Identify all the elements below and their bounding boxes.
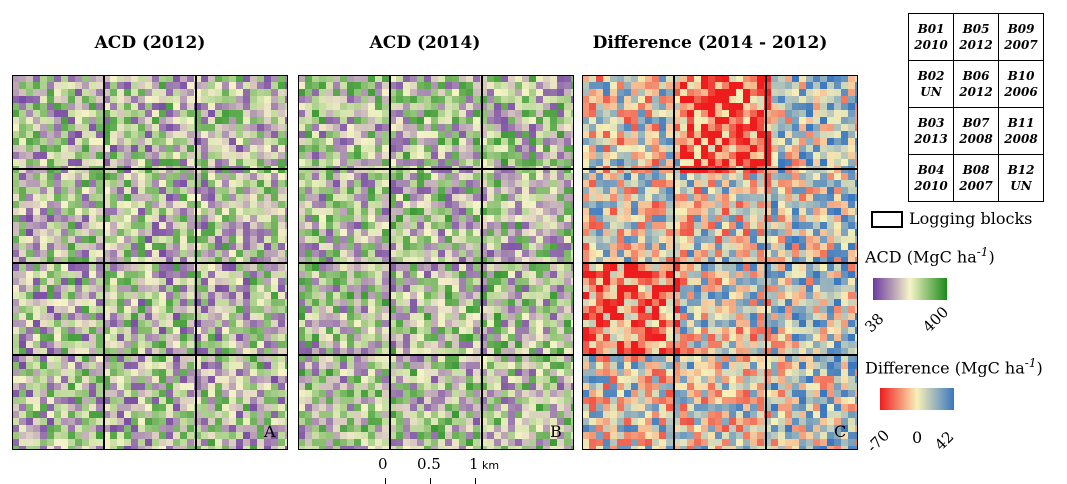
block-year: 2012 [959,38,993,52]
map-panel-acd-2012 [12,75,288,450]
difference-max-label: 42 [931,427,958,454]
block-id: B03 [917,116,945,130]
block-year: 2010 [914,38,948,52]
block-id: B07 [962,116,990,130]
panel-letter-b: B [550,422,562,441]
scale-tick-1 [475,478,476,484]
block-year: 2008 [1004,132,1038,146]
logging-blocks-symbol [871,211,903,228]
acd-max-label: 400 [919,303,953,336]
block-cell-b05: B05 2012 [953,13,999,61]
block-id: B02 [917,69,945,83]
map-acd-2012-raster [12,75,288,450]
logging-blocks-label: Logging blocks [909,209,1033,228]
difference-mid-label: 0 [912,428,923,447]
scale-label-0: 0 [378,455,388,473]
acd-color-ramp [873,278,947,300]
logging-block-boundaries [582,75,858,450]
panel-letter-a: A [264,422,276,441]
block-year: 2006 [1004,85,1038,99]
block-cell-b03: B03 2013 [908,107,954,155]
block-year: 2008 [959,132,993,146]
block-cell-b04: B04 2010 [908,154,954,202]
block-year: 2013 [914,132,948,146]
title-acd-2014: ACD (2014) [369,33,481,53]
block-id: B10 [1007,69,1035,83]
map-difference-raster [582,75,858,450]
difference-color-ramp [880,388,954,410]
block-cell-b07: B07 2008 [953,107,999,155]
block-cell-b12: B12 UN [998,154,1044,202]
block-year: UN [920,85,942,99]
block-year: UN [1010,179,1032,193]
block-id: B08 [962,163,990,177]
block-cell-b06: B06 2012 [953,60,999,108]
title-acd-2012: ACD (2012) [94,33,206,53]
block-id: B06 [962,69,990,83]
map-panel-difference [582,75,858,450]
block-id: B09 [1007,22,1035,36]
difference-legend-title: Difference (MgC ha-1) [865,356,1043,378]
scale-tick-0-5 [430,478,431,484]
scale-label-0-5: 0.5 [417,455,441,473]
block-cell-b11: B11 2008 [998,107,1044,155]
scale-unit: km [482,459,500,472]
acd-legend-title: ACD (MgC ha-1) [865,245,995,267]
block-id: B12 [1007,163,1035,177]
block-year: 2012 [959,85,993,99]
difference-min-label: -70 [863,426,894,456]
title-difference: Difference (2014 - 2012) [592,33,828,53]
logging-block-boundaries [12,75,288,450]
block-id: B11 [1007,116,1035,130]
logging-block-boundaries [298,75,574,450]
block-cell-b02: B02 UN [908,60,954,108]
block-cell-b08: B08 2007 [953,154,999,202]
scale-label-1: 1 [469,455,479,473]
acd-min-label: 38 [861,309,888,336]
block-year: 2010 [914,179,948,193]
block-year: 2007 [959,179,993,193]
block-id: B04 [917,163,945,177]
block-year: 2007 [1004,38,1038,52]
block-cell-b10: B10 2006 [998,60,1044,108]
raster-cells [582,75,858,450]
block-cell-b01: B01 2010 [908,13,954,61]
block-id: B05 [962,22,990,36]
block-id: B01 [917,22,945,36]
logging-block-table: B01 2010 B05 2012 B09 2007 B02 UN B06 2012 B10 2006… [908,13,1044,202]
map-acd-2014-raster [298,75,574,450]
raster-cells [298,75,574,450]
map-panel-acd-2014 [298,75,574,450]
panel-letter-c: C [834,422,847,441]
scale-tick-0 [385,478,386,484]
block-cell-b09: B09 2007 [998,13,1044,61]
